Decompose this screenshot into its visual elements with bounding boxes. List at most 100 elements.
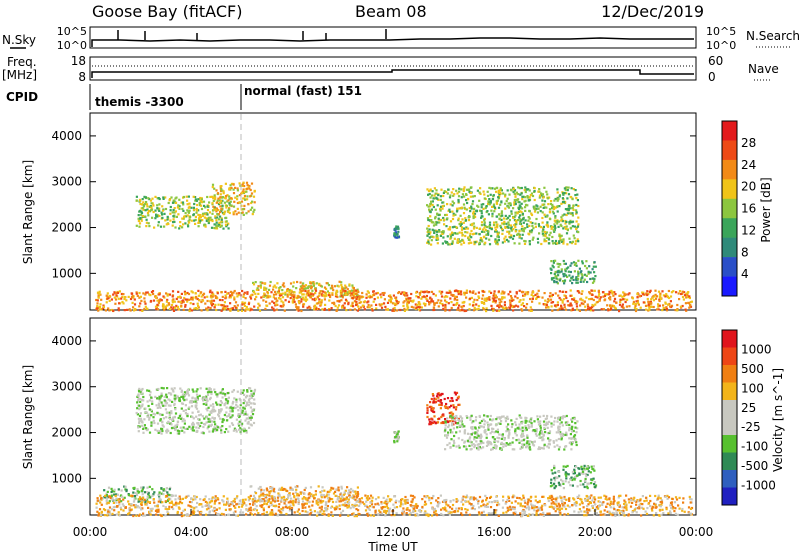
power-scatter-cell (137, 219, 140, 223)
power-scatter-cell (180, 304, 183, 307)
velocity-scatter-cell (165, 393, 168, 396)
power-scatter-cell (185, 215, 188, 218)
velocity-scatter-cell (124, 485, 127, 488)
power-scatter-cell (181, 217, 184, 220)
power-scatter-cell (488, 225, 491, 228)
power-scatter-cell (490, 228, 493, 231)
power-scatter-cell (497, 290, 500, 293)
power-scatter-cell (459, 309, 462, 312)
power-scatter-cell (95, 298, 98, 302)
power-scatter-cell (570, 294, 573, 297)
power-scatter-cell (501, 290, 504, 293)
power-scatter-cell (406, 300, 409, 303)
velocity-scatter-cell (160, 394, 163, 398)
power-colorbar-block (722, 159, 737, 180)
power-scatter-cell (194, 222, 197, 225)
power-scatter-cell (145, 203, 149, 206)
velocity-scatter-cell (539, 424, 542, 427)
power-scatter-cell (252, 210, 255, 213)
power-scatter-cell (393, 233, 396, 236)
power-scatter-cell (560, 306, 563, 309)
power-scatter-cell (141, 198, 144, 201)
power-scatter-cell (115, 294, 118, 297)
power-scatter-cell (577, 223, 580, 226)
power-scatter-cell (200, 197, 203, 200)
velocity-scatter-cell (453, 391, 456, 394)
power-scatter-cell (554, 215, 557, 218)
power-scatter-cell (394, 236, 397, 239)
power-scatter-cell (491, 187, 494, 190)
power-scatter-cell (609, 306, 613, 309)
noise-panel: N.Sky 10^5 10^0 10^5 10^0 N.Search (2, 25, 800, 52)
power-scatter-cell (492, 194, 495, 197)
velocity-scatter-cell (495, 430, 498, 433)
power-scatter-cell (312, 281, 315, 284)
power-scatter-cell (575, 277, 578, 280)
velocity-scatter-cell (242, 398, 246, 401)
power-scatter-cell (200, 198, 203, 201)
velocity-scatter-cell (160, 401, 163, 404)
power-scatter-cell (492, 223, 496, 227)
velocity-scatter-cell (132, 487, 135, 490)
power-scatter-cell (579, 271, 582, 274)
velocity-scatter-cell (159, 419, 162, 422)
velocity-scatter-cell (499, 416, 502, 419)
power-scatter-cell (514, 219, 517, 222)
power-scatter-cell (171, 201, 175, 204)
power-scatter-cell (474, 292, 477, 295)
power-scatter-cell (463, 206, 466, 209)
power-scatter-cell (563, 226, 566, 229)
power-scatter-cell (528, 233, 531, 236)
power-scatter-cell (156, 204, 159, 207)
power-scatter-cell (296, 306, 299, 309)
velocity-scatter-cell (432, 399, 435, 402)
power-scatter-cell (158, 292, 161, 295)
velocity-scatter-cell (457, 437, 460, 440)
velocity-scatter-cell (478, 445, 481, 449)
velocity-scatter-cell (356, 486, 359, 489)
velocity-scatter-cell (296, 485, 299, 488)
power-scatter-cell (132, 296, 135, 299)
velocity-scatter-cell (480, 425, 483, 428)
power-scatter-cell (622, 298, 625, 301)
velocity-scatter-cell (142, 500, 145, 503)
power-scatter-cell (185, 195, 188, 198)
power-scatter-cell (608, 290, 611, 293)
velocity-scatter-cell (491, 448, 494, 451)
power-scatter-cell (662, 294, 665, 297)
power-scatter-cell (524, 190, 527, 194)
power-scatter-cell (218, 221, 221, 224)
velocity-scatter-cell (158, 399, 161, 402)
velocity-scatter-cell (438, 394, 441, 397)
velocity-scatter-cell (185, 398, 188, 401)
velocity-scatter-cell (538, 446, 541, 449)
velocity-scatter-cell (138, 490, 141, 493)
power-scatter-cell (464, 231, 467, 234)
power-scatter-cell (562, 240, 565, 243)
velocity-scatter-cell (260, 490, 263, 493)
power-scatter-cell (224, 307, 227, 310)
power-scatter-cell (500, 300, 503, 303)
velocity-scatter-cell (260, 498, 263, 501)
velocity-scatter-cell (515, 439, 518, 442)
velocity-scatter-cell (221, 389, 224, 392)
velocity-scatter-cell (527, 441, 530, 444)
velocity-scatter-cell (542, 420, 546, 423)
velocity-scatter-cell (180, 395, 183, 398)
power-scatter-cell (397, 227, 400, 230)
velocity-scatter-cell (465, 415, 468, 418)
power-y-tick-label: 3000 (51, 175, 82, 189)
power-scatter-cell (157, 197, 160, 200)
velocity-scatter-cell (535, 428, 538, 431)
power-scatter-cell (211, 302, 215, 306)
velocity-scatter-cell (152, 416, 155, 419)
power-scatter-cell (432, 221, 435, 224)
power-scatter-cell (419, 303, 422, 306)
velocity-scatter-cell (468, 437, 471, 440)
velocity-scatter-cell (113, 490, 116, 493)
power-scatter-cell (648, 305, 651, 308)
power-scatter-cell (558, 279, 561, 282)
velocity-scatter-cell (470, 414, 473, 417)
velocity-scatter-cell (303, 492, 306, 495)
power-scatter-cell (574, 300, 577, 303)
